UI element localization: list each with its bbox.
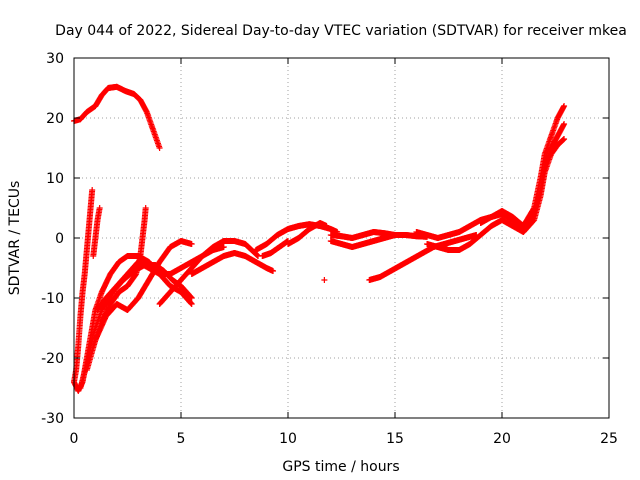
data-point (561, 136, 568, 142)
data-point (323, 223, 330, 229)
series-arc-b (71, 187, 96, 385)
x-tick-label: 10 (279, 431, 297, 447)
y-tick-label: 10 (46, 171, 64, 187)
y-tick-label: 20 (46, 111, 64, 127)
y-tick-label: 30 (46, 51, 64, 67)
data-point (188, 301, 195, 307)
series-arc-o (327, 232, 398, 250)
series-arc-m (259, 238, 291, 259)
series-arc-r (366, 232, 480, 283)
x-tick-label: 20 (493, 431, 511, 447)
x-tick-label: 5 (177, 431, 186, 447)
y-tick-label: 0 (55, 231, 64, 247)
data-point (285, 238, 291, 244)
data-points-layer (71, 83, 568, 394)
y-axis-label: SDTVAR / TECUs (7, 181, 23, 296)
y-tick-label: -30 (41, 411, 64, 427)
chart-title: Day 044 of 2022, Sidereal Day-to-day VTE… (55, 23, 627, 39)
x-tick-label: 15 (386, 431, 404, 447)
data-point (89, 187, 96, 193)
series-arc-k (252, 221, 341, 253)
series-arc-l (285, 220, 330, 247)
data-point (156, 145, 163, 151)
series-arc-s (477, 103, 568, 229)
data-point (220, 244, 227, 250)
series-outlier (321, 277, 328, 283)
data-point (392, 232, 398, 238)
data-point (270, 268, 277, 274)
series-arc-f (90, 205, 149, 349)
data-point (321, 277, 328, 283)
series-arc-h (90, 205, 103, 259)
data-point (96, 205, 103, 211)
data-point (188, 295, 195, 301)
series-arc-a (71, 83, 163, 151)
data-point (188, 241, 195, 247)
y-tick-label: -10 (41, 291, 64, 307)
series-arc-i (156, 238, 262, 307)
data-point (561, 121, 568, 127)
x-tick-label: 25 (600, 431, 618, 447)
data-point (561, 103, 568, 109)
data-point (142, 205, 149, 211)
y-tick-label: -20 (41, 351, 64, 367)
axis-ticks: 0 5 10 15 20 25 -30 -20 -10 0 10 20 30 (41, 51, 618, 447)
x-tick-label: 0 (70, 431, 79, 447)
x-axis-label: GPS time / hours (282, 459, 399, 475)
series-arc-j (188, 250, 277, 277)
data-point (473, 232, 480, 238)
